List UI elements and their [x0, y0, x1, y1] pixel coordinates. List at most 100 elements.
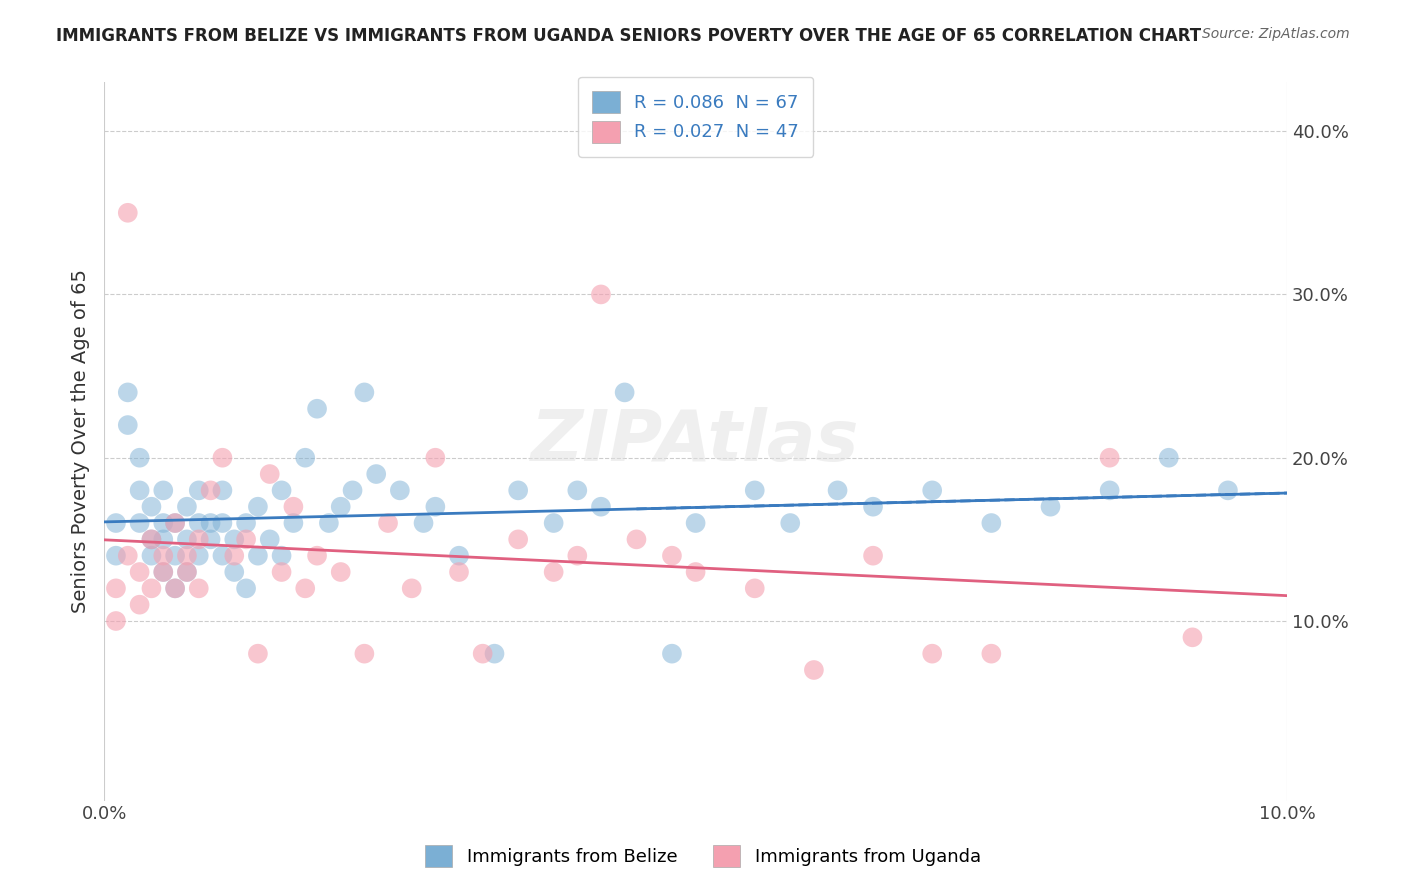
Immigrants from Uganda [104, 582, 127, 596]
Immigrants from Belize [353, 385, 375, 400]
Immigrants from Belize [235, 582, 257, 596]
Immigrants from Uganda [567, 549, 589, 563]
Immigrants from Belize [141, 500, 163, 514]
Immigrants from Uganda [685, 565, 707, 579]
Immigrants from Uganda [329, 565, 352, 579]
Immigrants from Belize [224, 565, 246, 579]
Immigrants from Uganda [980, 647, 1002, 661]
Immigrants from Uganda [187, 582, 209, 596]
Immigrants from Uganda [235, 533, 257, 547]
Immigrants from Belize [270, 483, 292, 498]
Immigrants from Belize [128, 483, 150, 498]
Immigrants from Belize [1216, 483, 1239, 498]
Immigrants from Uganda [589, 287, 612, 301]
Immigrants from Belize [366, 467, 388, 481]
Immigrants from Belize [567, 483, 589, 498]
Immigrants from Uganda [176, 549, 198, 563]
Immigrants from Uganda [128, 565, 150, 579]
Immigrants from Belize [1039, 500, 1062, 514]
Text: IMMIGRANTS FROM BELIZE VS IMMIGRANTS FROM UGANDA SENIORS POVERTY OVER THE AGE OF: IMMIGRANTS FROM BELIZE VS IMMIGRANTS FRO… [56, 27, 1201, 45]
Immigrants from Belize [117, 385, 139, 400]
Immigrants from Uganda [211, 450, 233, 465]
Immigrants from Uganda [187, 533, 209, 547]
Immigrants from Belize [259, 533, 281, 547]
Immigrants from Belize [141, 549, 163, 563]
Immigrants from Uganda [165, 516, 187, 530]
Immigrants from Belize [827, 483, 849, 498]
Immigrants from Uganda [104, 614, 127, 628]
Immigrants from Belize [104, 549, 127, 563]
Immigrants from Belize [165, 549, 187, 563]
Immigrants from Belize [187, 483, 209, 498]
Immigrants from Belize [447, 549, 470, 563]
Immigrants from Belize [270, 549, 292, 563]
Immigrants from Uganda [246, 647, 269, 661]
Immigrants from Belize [613, 385, 636, 400]
Immigrants from Uganda [353, 647, 375, 661]
Immigrants from Uganda [1181, 630, 1204, 644]
Immigrants from Uganda [377, 516, 399, 530]
Immigrants from Belize [117, 418, 139, 433]
Immigrants from Belize [484, 647, 506, 661]
Immigrants from Belize [141, 533, 163, 547]
Immigrants from Belize [224, 533, 246, 547]
Immigrants from Uganda [425, 450, 447, 465]
Text: ZIPAtlas: ZIPAtlas [531, 407, 860, 476]
Immigrants from Belize [1157, 450, 1180, 465]
Immigrants from Belize [307, 401, 329, 416]
Immigrants from Uganda [626, 533, 648, 547]
Immigrants from Uganda [152, 549, 174, 563]
Immigrants from Belize [176, 500, 198, 514]
Immigrants from Uganda [1098, 450, 1121, 465]
Immigrants from Uganda [447, 565, 470, 579]
Immigrants from Belize [235, 516, 257, 530]
Immigrants from Belize [152, 533, 174, 547]
Immigrants from Belize [1098, 483, 1121, 498]
Immigrants from Belize [388, 483, 411, 498]
Immigrants from Belize [543, 516, 565, 530]
Immigrants from Belize [211, 549, 233, 563]
Immigrants from Belize [508, 483, 530, 498]
Immigrants from Uganda [152, 565, 174, 579]
Immigrants from Belize [200, 533, 222, 547]
Immigrants from Belize [152, 483, 174, 498]
Immigrants from Belize [187, 516, 209, 530]
Immigrants from Belize [412, 516, 434, 530]
Immigrants from Uganda [259, 467, 281, 481]
Immigrants from Belize [176, 533, 198, 547]
Immigrants from Uganda [141, 533, 163, 547]
Immigrants from Belize [862, 500, 884, 514]
Immigrants from Belize [283, 516, 305, 530]
Text: Source: ZipAtlas.com: Source: ZipAtlas.com [1202, 27, 1350, 41]
Immigrants from Belize [128, 450, 150, 465]
Immigrants from Belize [589, 500, 612, 514]
Immigrants from Belize [685, 516, 707, 530]
Immigrants from Belize [342, 483, 364, 498]
Immigrants from Uganda [224, 549, 246, 563]
Immigrants from Belize [200, 516, 222, 530]
Immigrants from Belize [211, 516, 233, 530]
Immigrants from Belize [104, 516, 127, 530]
Immigrants from Uganda [176, 565, 198, 579]
Immigrants from Belize [329, 500, 352, 514]
Immigrants from Belize [921, 483, 943, 498]
Immigrants from Belize [187, 549, 209, 563]
Immigrants from Belize [176, 565, 198, 579]
Immigrants from Belize [128, 516, 150, 530]
Immigrants from Uganda [294, 582, 316, 596]
Immigrants from Uganda [270, 565, 292, 579]
Immigrants from Belize [779, 516, 801, 530]
Immigrants from Uganda [661, 549, 683, 563]
Immigrants from Uganda [283, 500, 305, 514]
Immigrants from Uganda [117, 206, 139, 220]
Immigrants from Belize [661, 647, 683, 661]
Immigrants from Belize [744, 483, 766, 498]
Immigrants from Uganda [803, 663, 825, 677]
Immigrants from Belize [152, 516, 174, 530]
Immigrants from Uganda [471, 647, 494, 661]
Legend: Immigrants from Belize, Immigrants from Uganda: Immigrants from Belize, Immigrants from … [418, 838, 988, 874]
Immigrants from Uganda [200, 483, 222, 498]
Immigrants from Uganda [141, 582, 163, 596]
Immigrants from Belize [318, 516, 340, 530]
Immigrants from Belize [425, 500, 447, 514]
